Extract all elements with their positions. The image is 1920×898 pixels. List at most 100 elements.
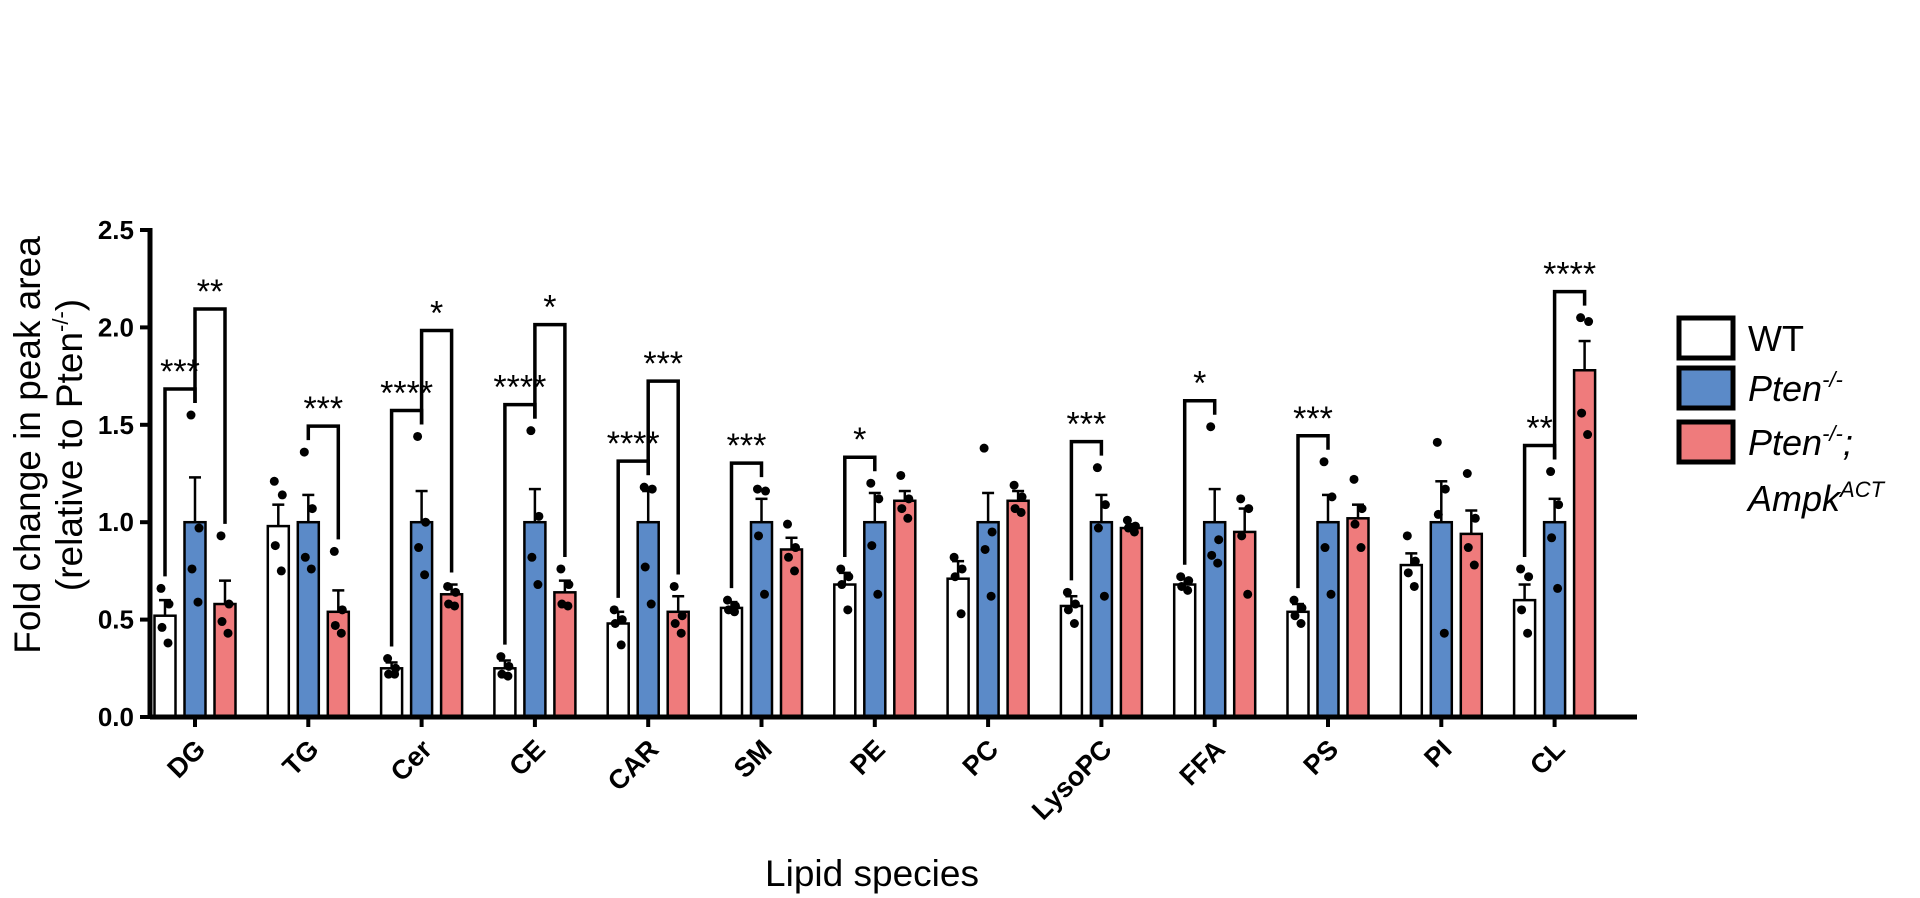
bar-ce-s1: [524, 522, 545, 717]
bar-dg-s0: [155, 616, 176, 717]
point-tg-s2: [338, 605, 347, 614]
point-ps-s0: [1297, 619, 1306, 628]
point-car-s2: [671, 619, 680, 628]
point-ce-s0: [503, 672, 512, 681]
legend-swatch-pten: [1679, 368, 1733, 408]
legend-label-wt: WT: [1748, 318, 1804, 359]
point-pe-s0: [836, 564, 845, 573]
point-lysopc-s0: [1063, 588, 1072, 597]
significance-label-pe-10: *: [853, 421, 866, 459]
point-pi-s2: [1464, 543, 1473, 552]
y-tick-label: 2.5: [98, 215, 134, 245]
bar-cer-s2: [441, 594, 462, 717]
point-ce-s0: [496, 652, 505, 661]
point-pi-s0: [1410, 582, 1419, 591]
x-tick-label-pc: PC: [957, 734, 1005, 782]
point-pe-s2: [897, 504, 906, 513]
bar-ffa-s2: [1234, 532, 1255, 717]
significance-label-cer-3: ****: [380, 374, 433, 412]
point-car-s2: [678, 611, 687, 620]
point-lysopc-s0: [1070, 619, 1079, 628]
bar-sm-s1: [751, 522, 772, 717]
bar-pc-s0: [948, 579, 969, 717]
point-lysopc-s1: [1100, 592, 1109, 601]
point-ps-s0: [1291, 611, 1300, 620]
significance-label-car-8: ***: [643, 345, 683, 383]
legend-swatch-wt: [1679, 318, 1733, 358]
point-ce-s1: [526, 426, 535, 435]
legend-label-pten-ampk-line1: Pten-/-;: [1748, 421, 1853, 463]
point-cl-s0: [1516, 564, 1525, 573]
point-pe-s2: [896, 471, 905, 480]
point-sm-s2: [790, 566, 799, 575]
point-cer-s2: [451, 588, 460, 597]
x-tick-label-pe: PE: [844, 734, 891, 781]
point-sm-s1: [760, 590, 769, 599]
point-pc-s2: [1018, 492, 1027, 501]
bar-cl-s2: [1574, 370, 1595, 717]
point-ce-s0: [504, 662, 513, 671]
x-tick-label-cer: Cer: [385, 734, 438, 787]
point-sm-s0: [723, 596, 732, 605]
point-sm-s2: [784, 553, 793, 562]
legend-label-pten: Pten-/-: [1748, 367, 1843, 409]
significance-label-cl-15: ****: [1543, 256, 1596, 294]
point-tg-s2: [330, 547, 339, 556]
point-pe-s0: [843, 605, 852, 614]
point-pe-s1: [873, 590, 882, 599]
significance-label-ps-13: ***: [1293, 400, 1333, 438]
point-ffa-s0: [1176, 572, 1185, 581]
point-cl-s0: [1524, 572, 1533, 581]
point-cl-s1: [1547, 533, 1556, 542]
significance-label-lysopc-11: ***: [1067, 406, 1107, 444]
point-ps-s0: [1298, 603, 1307, 612]
point-pi-s1: [1441, 485, 1450, 494]
bar-cl-s0: [1514, 600, 1535, 717]
point-car-s2: [677, 629, 686, 638]
point-cl-s0: [1523, 629, 1532, 638]
x-tick-label-cl: CL: [1524, 734, 1571, 781]
point-pc-s0: [950, 553, 959, 562]
bar-pi-s1: [1431, 522, 1452, 717]
y-axis-title-line1: Fold change in peak area: [7, 236, 48, 654]
point-cer-s0: [390, 670, 399, 679]
bar-cl-s1: [1544, 522, 1565, 717]
point-tg-s0: [271, 541, 280, 550]
point-tg-s1: [301, 553, 310, 562]
x-tick-label-lysopc: LysoPC: [1026, 734, 1118, 826]
x-tick-label-car: CAR: [602, 734, 665, 797]
point-tg-s2: [337, 629, 346, 638]
point-pe-s2: [903, 514, 912, 523]
point-sm-s2: [791, 543, 800, 552]
point-cl-s0: [1517, 605, 1526, 614]
point-car-s0: [610, 605, 619, 614]
point-tg-s1: [308, 504, 317, 513]
point-pi-s2: [1470, 561, 1479, 570]
point-car-s1: [647, 600, 656, 609]
point-pc-s1: [980, 444, 989, 453]
y-axis-title-line2: (relative to Pten-/-): [48, 299, 90, 591]
bar-dg-s1: [185, 522, 206, 717]
bracket-dg-1: [195, 309, 225, 524]
point-dg-s2: [217, 531, 226, 540]
point-car-s1: [641, 563, 650, 572]
point-ce-s1: [534, 512, 543, 521]
point-ps-s2: [1350, 475, 1359, 484]
bar-car-s1: [638, 522, 659, 717]
point-cer-s1: [420, 570, 429, 579]
point-dg-s0: [164, 638, 173, 647]
point-lysopc-s0: [1071, 600, 1080, 609]
point-pi-s1: [1433, 438, 1442, 447]
point-tg-s2: [331, 621, 340, 630]
point-sm-s1: [753, 485, 762, 494]
x-tick-label-ce: CE: [503, 734, 551, 782]
legend: WT Pten-/- Pten-/-; AmpkACT: [1679, 318, 1886, 519]
significance-label-cer-4: *: [430, 294, 443, 332]
y-tick-label: 2.0: [98, 312, 134, 342]
point-ffa-s2: [1243, 590, 1252, 599]
bar-pc-s2: [1008, 501, 1029, 717]
point-cer-s0: [383, 654, 392, 663]
point-ce-s2: [563, 601, 572, 610]
point-pe-s1: [866, 479, 875, 488]
